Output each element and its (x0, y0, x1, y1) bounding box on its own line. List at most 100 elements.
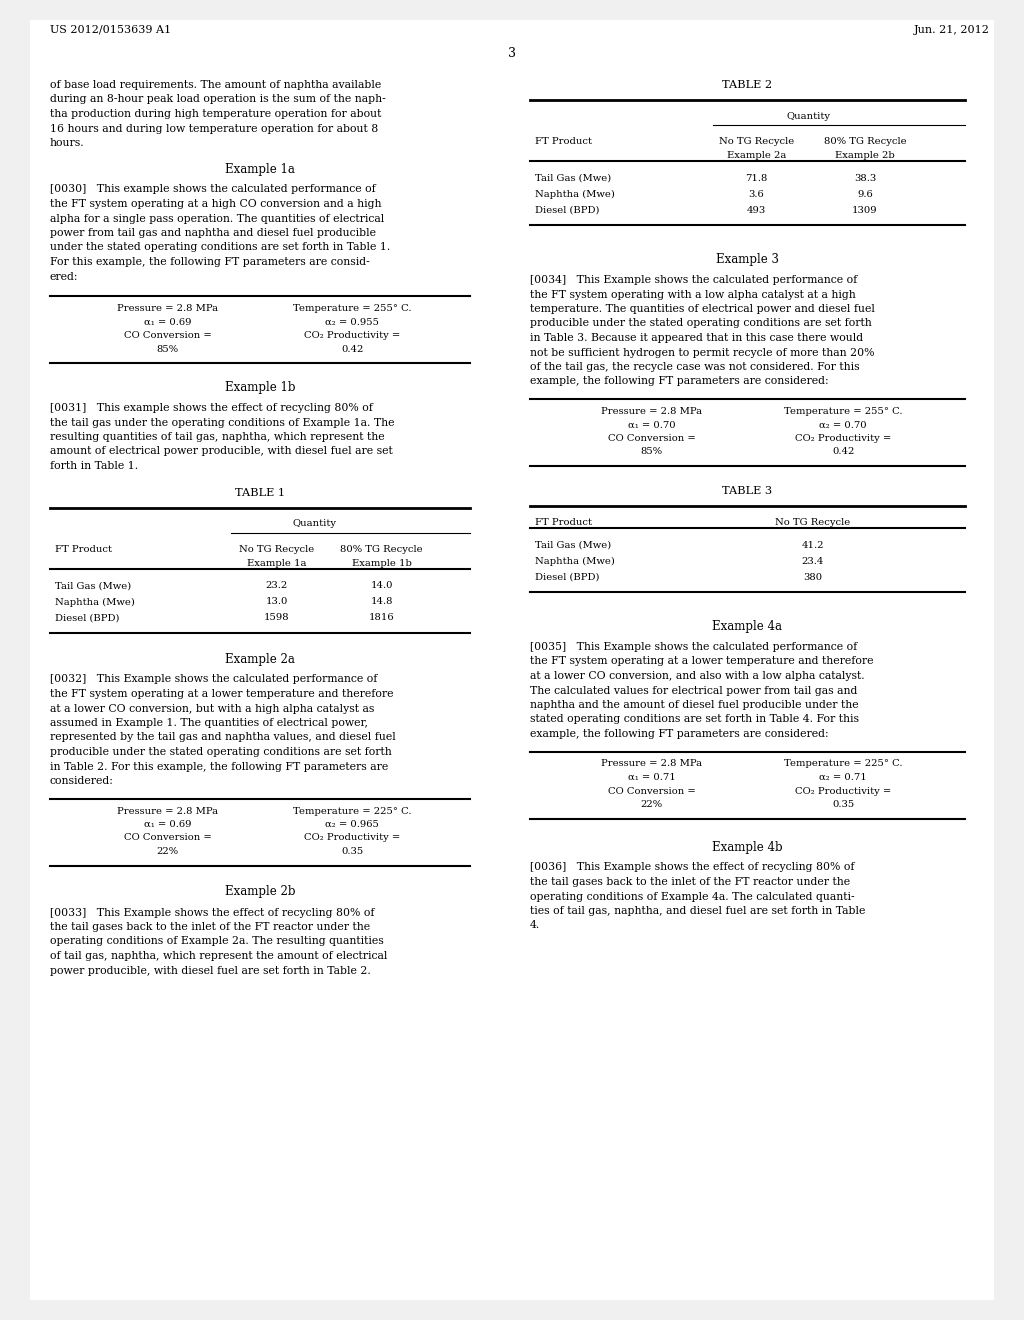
Text: Naphtha (Mwe): Naphtha (Mwe) (55, 598, 135, 607)
Text: the FT system operating at a lower temperature and therefore: the FT system operating at a lower tempe… (530, 656, 873, 667)
Text: For this example, the following FT parameters are consid-: For this example, the following FT param… (50, 257, 370, 267)
Text: α₂ = 0.71: α₂ = 0.71 (819, 774, 867, 781)
Text: the tail gases back to the inlet of the FT reactor under the: the tail gases back to the inlet of the … (530, 876, 850, 887)
Text: Example 2a: Example 2a (726, 150, 785, 160)
Text: Quantity: Quantity (786, 112, 830, 121)
Text: Example 1a: Example 1a (247, 558, 306, 568)
Text: [0031]   This example shows the effect of recycling 80% of: [0031] This example shows the effect of … (50, 403, 373, 413)
Text: power from tail gas and naphtha and diesel fuel producible: power from tail gas and naphtha and dies… (50, 228, 376, 238)
Text: Diesel (BPD): Diesel (BPD) (535, 573, 599, 582)
Text: 3.6: 3.6 (749, 190, 764, 199)
Text: 380: 380 (803, 573, 822, 582)
Text: in Table 2. For this example, the following FT parameters are: in Table 2. For this example, the follow… (50, 762, 388, 771)
Text: Naphtha (Mwe): Naphtha (Mwe) (535, 190, 614, 199)
Text: FT Product: FT Product (535, 517, 592, 527)
Text: during an 8-hour peak load operation is the sum of the naph-: during an 8-hour peak load operation is … (50, 95, 386, 104)
Text: α₁ = 0.71: α₁ = 0.71 (628, 774, 676, 781)
Text: [0035]   This Example shows the calculated performance of: [0035] This Example shows the calculated… (530, 642, 857, 652)
Text: producible under the stated operating conditions are set forth: producible under the stated operating co… (50, 747, 392, 756)
Text: ties of tail gas, naphtha, and diesel fuel are set forth in Table: ties of tail gas, naphtha, and diesel fu… (530, 906, 865, 916)
Text: US 2012/0153639 A1: US 2012/0153639 A1 (50, 25, 171, 36)
Text: Diesel (BPD): Diesel (BPD) (55, 614, 120, 623)
Text: the tail gases back to the inlet of the FT reactor under the: the tail gases back to the inlet of the … (50, 921, 370, 932)
Text: α₁ = 0.69: α₁ = 0.69 (143, 820, 191, 829)
Text: producible under the stated operating conditions are set forth: producible under the stated operating co… (530, 318, 871, 329)
Text: 0.35: 0.35 (341, 847, 364, 855)
Text: TABLE 3: TABLE 3 (723, 486, 772, 496)
Text: 22%: 22% (641, 800, 663, 809)
Text: 1816: 1816 (369, 614, 394, 623)
Text: assumed in Example 1. The quantities of electrical power,: assumed in Example 1. The quantities of … (50, 718, 368, 729)
Text: not be sufficient hydrogen to permit recycle of more than 20%: not be sufficient hydrogen to permit rec… (530, 347, 874, 358)
Text: Temperature = 225° C.: Temperature = 225° C. (293, 807, 412, 816)
Text: 14.0: 14.0 (371, 582, 393, 590)
Text: Example 3: Example 3 (716, 253, 779, 267)
Text: 23.2: 23.2 (265, 582, 288, 590)
Text: hours.: hours. (50, 139, 85, 148)
Text: Temperature = 255° C.: Temperature = 255° C. (784, 407, 902, 416)
Text: Jun. 21, 2012: Jun. 21, 2012 (914, 25, 990, 36)
Text: [0034]   This Example shows the calculated performance of: [0034] This Example shows the calculated… (530, 275, 857, 285)
Text: amount of electrical power producible, with diesel fuel are set: amount of electrical power producible, w… (50, 446, 393, 457)
Text: 0.35: 0.35 (833, 800, 854, 809)
Text: No TG Recycle: No TG Recycle (240, 544, 314, 553)
Text: 0.42: 0.42 (341, 345, 364, 354)
Text: 13.0: 13.0 (265, 598, 288, 606)
Text: 80% TG Recycle: 80% TG Recycle (823, 137, 906, 147)
Text: α₂ = 0.965: α₂ = 0.965 (326, 820, 379, 829)
Text: Quantity: Quantity (293, 520, 337, 528)
Text: 493: 493 (746, 206, 766, 215)
Text: FT Product: FT Product (55, 544, 112, 553)
Text: of tail gas, naphtha, which represent the amount of electrical: of tail gas, naphtha, which represent th… (50, 950, 387, 961)
Text: TABLE 2: TABLE 2 (723, 81, 772, 90)
Text: CO Conversion =: CO Conversion = (124, 331, 212, 341)
Text: CO₂ Productivity =: CO₂ Productivity = (304, 331, 400, 341)
Text: operating conditions of Example 2a. The resulting quantities: operating conditions of Example 2a. The … (50, 936, 384, 946)
Text: 38.3: 38.3 (854, 174, 877, 183)
Text: Example 1b: Example 1b (352, 558, 412, 568)
Text: Example 2b: Example 2b (836, 150, 895, 160)
Text: 16 hours and during low temperature operation for about 8: 16 hours and during low temperature oper… (50, 124, 378, 133)
Text: 22%: 22% (157, 847, 178, 855)
Text: 85%: 85% (157, 345, 178, 354)
Text: CO₂ Productivity =: CO₂ Productivity = (795, 434, 891, 444)
Text: α₁ = 0.69: α₁ = 0.69 (143, 318, 191, 326)
Text: The calculated values for electrical power from tail gas and: The calculated values for electrical pow… (530, 685, 857, 696)
Text: Example 1b: Example 1b (224, 381, 295, 393)
Text: resulting quantities of tail gas, naphtha, which represent the: resulting quantities of tail gas, naphth… (50, 432, 385, 442)
Text: No TG Recycle: No TG Recycle (719, 137, 794, 147)
Text: tha production during high temperature operation for about: tha production during high temperature o… (50, 110, 381, 119)
Text: Pressure = 2.8 MPa: Pressure = 2.8 MPa (117, 304, 218, 313)
Text: Example 2a: Example 2a (225, 652, 295, 665)
Text: Diesel (BPD): Diesel (BPD) (535, 206, 599, 215)
Text: No TG Recycle: No TG Recycle (775, 517, 850, 527)
Text: α₂ = 0.70: α₂ = 0.70 (819, 421, 867, 429)
Text: TABLE 1: TABLE 1 (234, 487, 285, 498)
Text: 85%: 85% (641, 447, 663, 457)
Text: represented by the tail gas and naphtha values, and diesel fuel: represented by the tail gas and naphtha … (50, 733, 395, 742)
Text: of base load requirements. The amount of naphtha available: of base load requirements. The amount of… (50, 81, 381, 90)
Text: CO₂ Productivity =: CO₂ Productivity = (304, 833, 400, 842)
Text: 1309: 1309 (852, 206, 878, 215)
Text: the FT system operating at a lower temperature and therefore: the FT system operating at a lower tempe… (50, 689, 393, 700)
Text: stated operating conditions are set forth in Table 4. For this: stated operating conditions are set fort… (530, 714, 859, 725)
Text: alpha for a single pass operation. The quantities of electrical: alpha for a single pass operation. The q… (50, 214, 384, 223)
Text: Example 4b: Example 4b (712, 841, 782, 854)
Text: 3: 3 (508, 48, 516, 59)
Text: 0.42: 0.42 (833, 447, 854, 457)
Text: Example 4a: Example 4a (713, 620, 782, 634)
Text: 1598: 1598 (264, 614, 290, 623)
Text: Temperature = 255° C.: Temperature = 255° C. (293, 304, 412, 313)
Text: 9.6: 9.6 (857, 190, 872, 199)
Text: Naphtha (Mwe): Naphtha (Mwe) (535, 557, 614, 566)
Text: FT Product: FT Product (535, 137, 592, 147)
Text: α₂ = 0.955: α₂ = 0.955 (326, 318, 380, 326)
Text: Example 2b: Example 2b (224, 886, 295, 899)
Text: the tail gas under the operating conditions of Example 1a. The: the tail gas under the operating conditi… (50, 417, 394, 428)
Text: [0032]   This Example shows the calculated performance of: [0032] This Example shows the calculated… (50, 675, 378, 685)
Text: operating conditions of Example 4a. The calculated quanti-: operating conditions of Example 4a. The … (530, 891, 855, 902)
Text: CO Conversion =: CO Conversion = (608, 787, 695, 796)
Text: in Table 3. Because it appeared that in this case there would: in Table 3. Because it appeared that in … (530, 333, 863, 343)
Text: of the tail gas, the recycle case was not considered. For this: of the tail gas, the recycle case was no… (530, 362, 859, 372)
Text: ered:: ered: (50, 272, 79, 281)
